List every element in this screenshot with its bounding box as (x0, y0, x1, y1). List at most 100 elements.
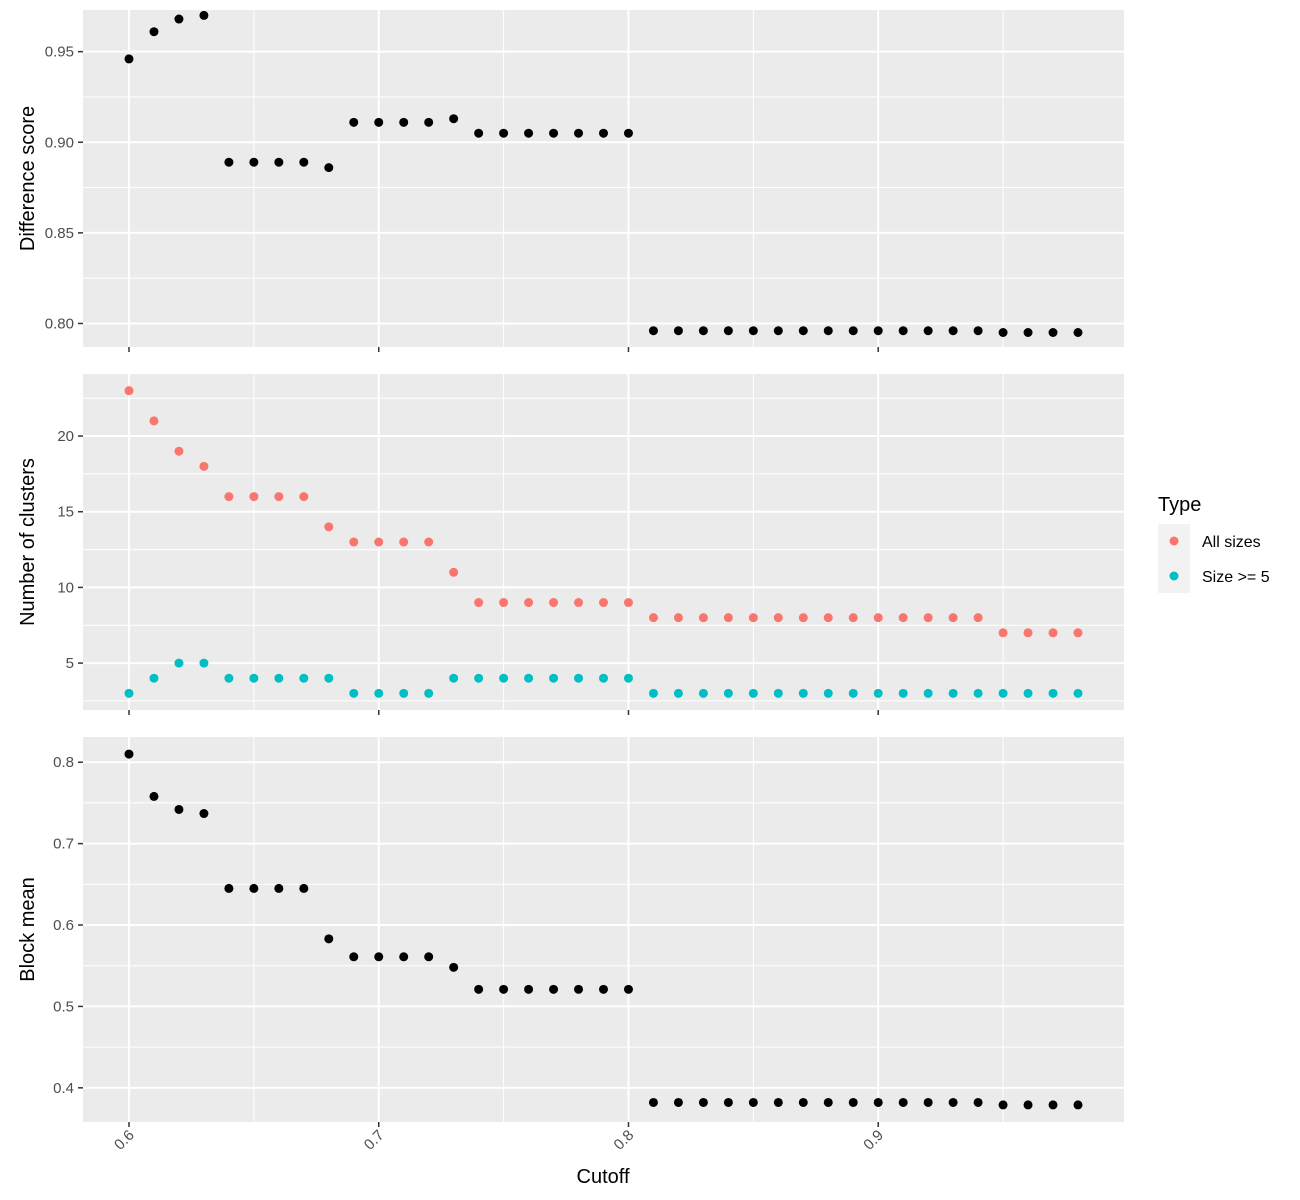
panel-2-series-1-point-0 (124, 386, 134, 396)
panel-3-y-tick-label-0: 0.4 (53, 1080, 74, 1097)
panel-3-y-axis-title: Block mean (17, 877, 39, 982)
panel-3-series-1-point-23 (698, 1097, 708, 1107)
legend-key-all-sizes (1169, 536, 1179, 546)
panel-2-series-2-point-32 (923, 688, 933, 698)
panel-3-series-1-point-13 (449, 962, 459, 972)
panel-2-y-axis-title: Number of clusters (17, 458, 39, 626)
panel-2-series-2-point-8 (324, 673, 334, 683)
panel-2-series-1-point-22 (673, 613, 683, 623)
panel-2-series-2-point-23 (698, 688, 708, 698)
panel-1-series-1-point-4 (224, 157, 234, 167)
panel-2-series-2-point-33 (948, 688, 958, 698)
x-tick-label-0: 0.6 (111, 1127, 138, 1154)
panel-3-series-1-point-19 (599, 984, 608, 994)
panel-2-series-1-point-30 (873, 613, 883, 623)
panel-2-series-1-point-10 (374, 537, 384, 547)
panel-1-series-1-point-13 (449, 114, 459, 124)
panel-3-series-1-point-5 (249, 883, 259, 893)
panel-2-series-2-point-35 (998, 688, 1008, 698)
panel-3-series-1-point-10 (374, 952, 384, 962)
panel-2-series-1-point-31 (898, 613, 908, 623)
panel-2-series-1-point-14 (474, 598, 484, 608)
panel-3-y-tick-label-2: 0.6 (53, 917, 74, 934)
panel-3-series-1-point-25 (748, 1097, 758, 1107)
panel-2-series-2-point-13 (449, 673, 459, 683)
panel-2-series-1-point-12 (424, 537, 434, 547)
panel-2-y-tick-label-3: 20 (57, 428, 74, 445)
panel-2-series-1-point-37 (1048, 628, 1058, 638)
panel-2-series-2-point-31 (898, 688, 908, 698)
panel-3-series-1-point-16 (524, 984, 534, 994)
panel-1-y-tick-label-3: 0.95 (45, 44, 74, 61)
panel-2-background (83, 374, 1124, 710)
panel-2-series-2-point-22 (673, 688, 683, 698)
panel-1-series-1-point-18 (574, 128, 584, 138)
panel-1-series-1-point-20 (623, 128, 633, 138)
panel-3-series-1-point-20 (623, 984, 633, 994)
panel-3-series-1-point-17 (549, 984, 559, 994)
panel-3-series-1-point-7 (299, 883, 309, 893)
panel-1-series-1 (124, 10, 1083, 338)
panel-2-series-1-point-1 (149, 416, 159, 426)
panel-1-series-1-point-2 (174, 14, 184, 24)
panel-1-series-1-point-33 (948, 326, 958, 336)
panel-1-series-1-point-16 (524, 128, 534, 138)
panel-2-series-1-point-8 (324, 522, 334, 532)
panel-2-series-1-point-19 (599, 598, 608, 608)
panel-2-series-1-point-6 (274, 492, 284, 502)
panel-3-y-tick-label-4: 0.8 (53, 754, 74, 771)
panel-3-series-1-point-22 (673, 1097, 683, 1107)
panel-2-series-1-point-20 (623, 598, 633, 608)
panel-1-series-1-point-12 (424, 117, 434, 127)
panel-1-series-1-point-26 (773, 326, 783, 336)
panel-2-series-2 (124, 658, 1083, 698)
panel-3-series-1 (124, 749, 1083, 1110)
panel-2-series-2-point-28 (823, 688, 833, 698)
panel-3-series-1-point-27 (798, 1097, 808, 1107)
panel-2-series-2-point-10 (374, 688, 384, 698)
panel-3-series-1-point-31 (898, 1097, 908, 1107)
panel-1-series-1-point-9 (349, 117, 359, 127)
panel-2-series-2-point-7 (299, 673, 309, 683)
panel-3-series-1-point-36 (1023, 1100, 1033, 1110)
panel-2-series-2-point-6 (274, 673, 284, 683)
panel-2-series-1-point-29 (848, 613, 858, 623)
panel-3-background (83, 737, 1124, 1122)
panel-2: 5 10 15 20 Number of clusters (17, 374, 1124, 715)
panel-3-series-1-point-37 (1048, 1100, 1058, 1110)
panel-2-series-2-point-36 (1023, 688, 1033, 698)
panel-2-series-1-point-24 (723, 613, 733, 623)
panel-2-series-1-point-27 (798, 613, 808, 623)
panel-3-series-1-point-8 (324, 934, 334, 944)
panel-3-series-1-point-32 (923, 1097, 933, 1107)
panel-2-series-1-point-33 (948, 613, 958, 623)
panel-2-series-1-point-4 (224, 492, 234, 502)
panel-3-series-1-point-24 (723, 1097, 733, 1107)
panel-1-series-1-point-23 (698, 326, 708, 336)
panel-3-series-1-point-2 (174, 804, 184, 814)
panel-2-series-2-point-17 (549, 673, 559, 683)
panel-2-series-2-point-20 (623, 673, 633, 683)
panel-2-series-1-point-38 (1073, 628, 1083, 638)
panel-1-series-1-point-25 (748, 326, 758, 336)
panel-1-series-1-point-11 (399, 117, 409, 127)
panel-1-series-1-point-6 (274, 157, 284, 167)
panel-1-series-1-point-10 (374, 117, 384, 127)
panel-2-series-2-point-21 (648, 688, 658, 698)
panel-1-series-1-point-34 (973, 326, 983, 336)
panel-3-series-1-point-29 (848, 1097, 858, 1107)
panel-2-series-1-point-3 (199, 461, 209, 471)
panel-2-series-1-point-34 (973, 613, 983, 623)
panel-2-series-1-point-5 (249, 492, 259, 502)
panel-1-series-1-point-21 (648, 326, 658, 336)
panel-1-series-1-point-35 (998, 328, 1008, 338)
x-tick-label-3: 0.9 (860, 1127, 887, 1154)
legend: Type All sizes Size >= 5 (1158, 494, 1270, 593)
panel-3-series-1-point-9 (349, 952, 359, 962)
panel-1-series-1-point-1 (149, 27, 159, 37)
panel-2-series-2-point-37 (1048, 688, 1058, 698)
panel-1-series-1-point-0 (124, 54, 134, 64)
legend-title: Type (1158, 494, 1201, 516)
panel-1-y-tick-label-0: 0.80 (45, 315, 74, 332)
panel-3-series-1-point-30 (873, 1097, 883, 1107)
